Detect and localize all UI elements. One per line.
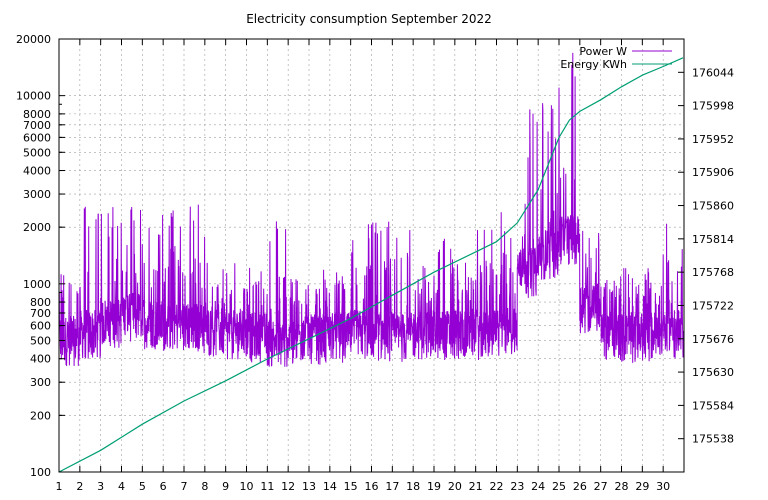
x-tick-label: 14 bbox=[323, 480, 337, 493]
y-right-tick-label: 175676 bbox=[692, 333, 734, 346]
y-left-tick-label: 3000 bbox=[23, 188, 51, 201]
x-tick-label: 23 bbox=[510, 480, 524, 493]
y-right-tick-label: 175768 bbox=[692, 266, 734, 279]
x-tick-label: 4 bbox=[118, 480, 125, 493]
y-right-tick-label: 175630 bbox=[692, 366, 734, 379]
x-tick-label: 5 bbox=[139, 480, 146, 493]
x-tick-label: 21 bbox=[469, 480, 483, 493]
y-left-tick-label: 600 bbox=[30, 320, 51, 333]
x-tick-label: 19 bbox=[427, 480, 441, 493]
x-tick-label: 12 bbox=[281, 480, 295, 493]
x-tick-label: 22 bbox=[490, 480, 504, 493]
energy-line bbox=[58, 57, 684, 473]
y-left-tick-label: 8000 bbox=[23, 108, 51, 121]
y-right-tick-label: 176044 bbox=[692, 66, 734, 79]
y-left-tick-label: 2000 bbox=[23, 221, 51, 234]
y-left-tick-label: 20000 bbox=[16, 33, 51, 46]
y-left-tick-label: 6000 bbox=[23, 131, 51, 144]
power-series bbox=[58, 52, 685, 367]
x-tick-label: 26 bbox=[573, 480, 587, 493]
energy-series bbox=[58, 57, 684, 473]
x-axis: 1 2 3 4 5 6 7 8 9 10 11 12 13 14 15 16 17 18 19 20 21 22 23 24 2… bbox=[56, 39, 670, 493]
y-right-tick-label: 175814 bbox=[692, 233, 734, 246]
y-left-tick-label: 10000 bbox=[16, 90, 51, 103]
y-left-tick-label: 800 bbox=[30, 296, 51, 309]
x-tick-label: 24 bbox=[531, 480, 545, 493]
x-tick-label: 2 bbox=[76, 480, 83, 493]
x-tick-label: 28 bbox=[615, 480, 629, 493]
y-right-tick-label: 175860 bbox=[692, 200, 734, 213]
y-left-tick-label: 100 bbox=[30, 466, 51, 479]
legend-label-energy: Energy KWh bbox=[560, 58, 627, 71]
legend-label-power: Power W bbox=[579, 45, 627, 58]
x-tick-label: 8 bbox=[201, 480, 208, 493]
x-tick-label: 10 bbox=[240, 480, 254, 493]
y-left-tick-label: 5000 bbox=[23, 146, 51, 159]
x-tick-label: 7 bbox=[181, 480, 188, 493]
y-right-tick-label: 175906 bbox=[692, 166, 734, 179]
chart-title: Electricity consumption September 2022 bbox=[246, 12, 492, 26]
y-right-tick-label: 175952 bbox=[692, 133, 734, 146]
x-tick-label: 29 bbox=[635, 480, 649, 493]
x-tick-label: 27 bbox=[594, 480, 608, 493]
x-tick-label: 25 bbox=[552, 480, 566, 493]
y-left-tick-label: 200 bbox=[30, 409, 51, 422]
x-tick-label: 30 bbox=[656, 480, 670, 493]
legend: Power W Energy KWh bbox=[560, 45, 672, 71]
y-right-tick-label: 175584 bbox=[692, 399, 734, 412]
x-tick-label: 11 bbox=[260, 480, 274, 493]
x-tick-label: 20 bbox=[448, 480, 462, 493]
y-right-axis: 175538 175584 175630 175676 175722 175768 1758… bbox=[678, 66, 734, 446]
x-tick-label: 1 bbox=[56, 480, 63, 493]
y-right-tick-label: 175722 bbox=[692, 299, 734, 312]
x-tick-label: 18 bbox=[406, 480, 420, 493]
y-left-tick-label: 400 bbox=[30, 353, 51, 366]
y-left-tick-label: 7000 bbox=[23, 119, 51, 132]
x-tick-label: 17 bbox=[385, 480, 399, 493]
y-right-tick-label: 175998 bbox=[692, 100, 734, 113]
x-tick-label: 16 bbox=[365, 480, 379, 493]
y-left-tick-label: 300 bbox=[30, 376, 51, 389]
y-left-tick-label: 500 bbox=[30, 334, 51, 347]
y-left-tick-label: 700 bbox=[30, 307, 51, 320]
power-line bbox=[58, 52, 685, 367]
x-tick-label: 6 bbox=[160, 480, 167, 493]
y-left-tick-label: 1000 bbox=[23, 278, 51, 291]
y-left-tick-label: 4000 bbox=[23, 165, 51, 178]
y-right-tick-label: 175538 bbox=[692, 433, 734, 446]
x-tick-label: 13 bbox=[302, 480, 316, 493]
x-tick-label: 15 bbox=[344, 480, 358, 493]
x-tick-label: 9 bbox=[222, 480, 229, 493]
x-tick-label: 3 bbox=[97, 480, 104, 493]
